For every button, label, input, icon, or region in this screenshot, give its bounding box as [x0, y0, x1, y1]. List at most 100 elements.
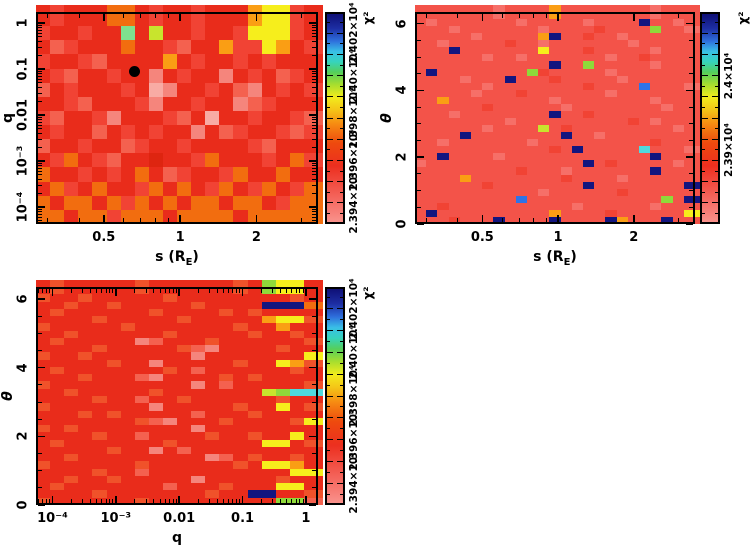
- axis-tick: [235, 499, 237, 503]
- heatmap-cell: [191, 209, 206, 224]
- heatmap-cell: [233, 475, 248, 484]
- heatmap-cell: [247, 110, 262, 126]
- heatmap-cell: [233, 287, 248, 295]
- heatmap-cell: [672, 33, 684, 41]
- heatmap-cell: [191, 381, 206, 389]
- heatmap-cell: [233, 110, 248, 126]
- heatmap-cell: [162, 96, 177, 111]
- heatmap-cell: [470, 12, 483, 20]
- heatmap-cell: [191, 287, 206, 295]
- heatmap-cell: [162, 294, 177, 302]
- heatmap-cell: [289, 374, 304, 382]
- heatmap-cell: [289, 96, 304, 111]
- heatmap-cell: [219, 54, 234, 69]
- axis-tick: [327, 319, 330, 321]
- heatmap-cell: [638, 89, 651, 97]
- heatmap-cell: [560, 96, 572, 104]
- axis-tick: [38, 116, 42, 118]
- heatmap-cell: [415, 68, 427, 76]
- heatmap-cell: [50, 497, 65, 505]
- heatmap-cell: [247, 374, 262, 382]
- heatmap-cell: [36, 308, 51, 317]
- heatmap-cell: [247, 417, 262, 426]
- axis-tick: [557, 215, 559, 222]
- axis-tick: [38, 27, 42, 29]
- heatmap-cell: [162, 337, 177, 346]
- heatmap-cell: [482, 153, 494, 161]
- heatmap-cell: [504, 181, 516, 189]
- heatmap-cell: [36, 330, 51, 338]
- axis-tick: [168, 14, 170, 18]
- axis-tick: [145, 289, 147, 293]
- heatmap-cell: [470, 82, 483, 90]
- heatmap-cell: [594, 167, 606, 175]
- axis-tick: [327, 341, 330, 342]
- heatmap-cell: [191, 483, 206, 491]
- axis-tick: [337, 395, 343, 397]
- axis-tick: [228, 499, 229, 503]
- heatmap-cell: [661, 216, 673, 224]
- heatmap-cell: [493, 33, 505, 41]
- heatmap-cell: [526, 103, 539, 111]
- axis-tick: [38, 208, 42, 210]
- heatmap-cell: [36, 82, 51, 97]
- heatmap-cell: [493, 54, 505, 62]
- heatmap-cell: [672, 139, 684, 147]
- heatmap-cell: [504, 68, 516, 76]
- heatmap-cell: [64, 12, 79, 27]
- heatmap-cell: [448, 132, 460, 140]
- axis-tick: [145, 499, 147, 503]
- heatmap-cell: [177, 110, 192, 126]
- heatmap-cell: [219, 139, 234, 154]
- heatmap-cell: [36, 125, 51, 140]
- heatmap-cell: [120, 388, 135, 396]
- heatmap-cell: [289, 468, 304, 476]
- colorbar-title: χ²: [361, 286, 375, 300]
- heatmap-cell: [78, 12, 93, 27]
- heatmap-cell: [78, 301, 93, 309]
- heatmap-cell: [661, 68, 673, 76]
- heatmap-cell: [36, 345, 51, 353]
- heatmap-cell: [64, 125, 79, 140]
- heatmap-cell: [120, 54, 135, 69]
- heatmap-cell: [526, 110, 539, 118]
- heatmap-cell: [493, 40, 505, 48]
- heatmap-cell: [426, 33, 438, 41]
- heatmap-cell: [106, 337, 121, 346]
- axis-tick: [312, 128, 316, 130]
- heatmap-cell: [415, 26, 427, 34]
- heatmap-cell: [50, 403, 65, 411]
- axis-tick: [501, 14, 503, 18]
- heatmap-cell: [493, 216, 505, 224]
- heatmap-cell: [661, 132, 673, 140]
- heatmap-cell: [437, 174, 449, 182]
- heatmap-cell: [261, 446, 276, 455]
- heatmap-cell: [459, 139, 471, 147]
- heatmap-cell: [205, 167, 220, 182]
- heatmap-cell: [289, 439, 304, 447]
- heatmap-cell: [526, 82, 539, 90]
- heatmap-cell: [504, 89, 516, 97]
- axis-tick: [702, 159, 708, 161]
- axis-tick: [38, 146, 42, 148]
- axis-tick: [340, 170, 343, 172]
- heatmap-cell: [233, 12, 248, 27]
- heatmap-cell: [549, 54, 561, 62]
- heatmap-cell: [526, 195, 539, 203]
- heatmap-cell: [627, 160, 639, 168]
- heatmap-cell: [571, 110, 583, 118]
- heatmap-cell: [191, 439, 206, 447]
- heatmap-cell: [64, 308, 79, 317]
- heatmap-cell: [549, 33, 561, 41]
- heatmap-cell: [605, 75, 617, 83]
- axis-tick: [712, 75, 718, 77]
- heatmap-cell: [549, 68, 561, 76]
- axis-tick: [101, 289, 103, 293]
- axis-tick: [340, 428, 343, 430]
- axis-tick: [255, 14, 258, 21]
- heatmap-cell: [650, 40, 662, 48]
- heatmap-cell: [148, 287, 163, 295]
- axis-tick: [546, 218, 548, 222]
- heatmap-cell: [594, 110, 606, 118]
- heatmap-cell: [459, 202, 471, 210]
